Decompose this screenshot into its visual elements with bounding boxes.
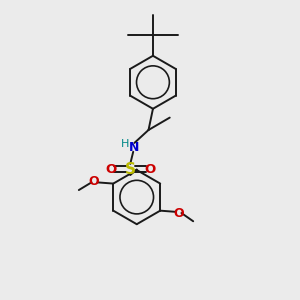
Text: S: S: [125, 162, 136, 177]
Text: O: O: [105, 163, 116, 176]
Text: O: O: [174, 206, 184, 220]
Text: H: H: [121, 139, 129, 148]
Text: O: O: [88, 175, 99, 188]
Text: O: O: [144, 163, 155, 176]
Text: N: N: [129, 141, 139, 154]
